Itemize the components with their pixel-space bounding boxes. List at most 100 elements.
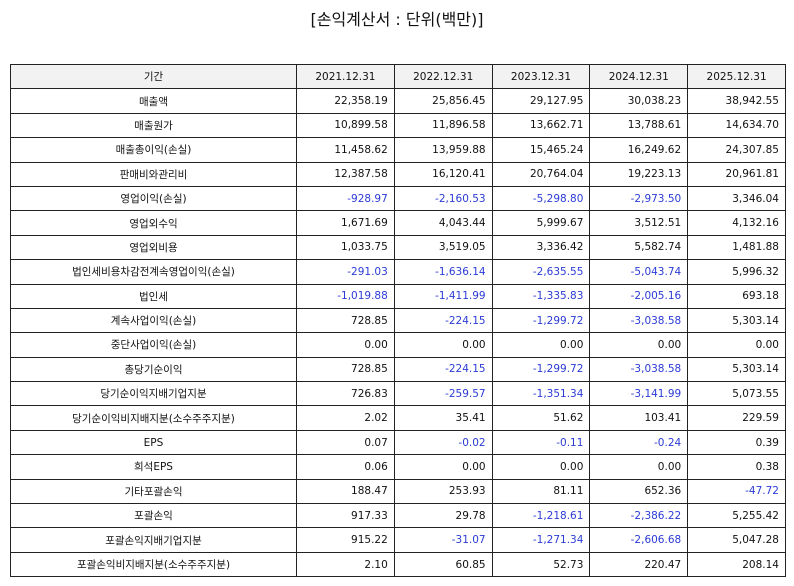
row-label: EPS	[10, 429, 297, 456]
value-cell: 0.38	[687, 454, 786, 480]
value-cell: 103.41	[589, 405, 689, 431]
value-cell: 13,662.71	[491, 112, 591, 139]
value-cell: 60.85	[393, 551, 493, 578]
value-cell: 22,358.19	[296, 88, 395, 114]
value-cell: -1,636.14	[393, 259, 493, 285]
value-cell: 25,856.45	[393, 88, 493, 114]
value-cell: 12,387.58	[296, 161, 395, 187]
row: 법인세비용차감전계속영업이익(손실) -291.03 -1,636.14 -2,635…	[10, 259, 786, 285]
header-cell: 2024.12.31	[589, 63, 689, 90]
value-cell: 20,764.04	[491, 161, 591, 187]
value-cell: 0.07	[296, 429, 395, 456]
row-label: 법인세	[10, 283, 297, 309]
value-cell: 11,896.58	[393, 112, 493, 139]
row-label: 포괄손익	[10, 503, 297, 529]
value-cell: 51.62	[491, 405, 591, 431]
row-label: 매출원가	[10, 112, 297, 139]
row-label: 계속사업이익(손실)	[10, 307, 297, 334]
value-cell: 5,303.14	[687, 356, 786, 383]
row-label: 중단사업이익(손실)	[10, 332, 297, 358]
header-cell: 2025.12.31	[687, 63, 786, 90]
value-cell: 208.14	[687, 551, 786, 578]
row: 계속사업이익(손실) 728.85 -224.15 -1,299.72 -3,038.5…	[10, 307, 786, 334]
value-cell: -2,386.22	[589, 503, 689, 529]
value-cell: 3,512.51	[589, 210, 689, 236]
value-cell: 253.93	[393, 478, 493, 505]
value-cell: 728.85	[296, 356, 395, 383]
value-cell: 229.59	[687, 405, 786, 431]
value-cell: 20,961.81	[687, 161, 786, 187]
value-cell: 35.41	[393, 405, 493, 431]
row-label: 법인세비용차감전계속영업이익(손실)	[10, 259, 297, 285]
value-cell: 29,127.95	[491, 88, 591, 114]
value-cell: 917.33	[296, 503, 395, 529]
header-cell: 2023.12.31	[491, 63, 591, 90]
value-cell: -291.03	[296, 259, 395, 285]
value-cell: -2,606.68	[589, 527, 689, 553]
row-label: 매출총이익(손실)	[10, 137, 297, 163]
value-cell: 0.00	[491, 332, 591, 358]
value-cell: 220.47	[589, 551, 689, 578]
value-cell: 30,038.23	[589, 88, 689, 114]
row: 포괄손익지배기업지분 915.22 -31.07 -1,271.34 -2,606.68…	[10, 527, 786, 553]
row: 매출액 22,358.19 25,856.45 29,127.95 30,038.23 3…	[10, 88, 786, 114]
value-cell: 652.36	[589, 478, 689, 505]
header-cell: 2021.12.31	[296, 63, 395, 90]
value-cell: -1,335.83	[491, 283, 591, 309]
value-cell: 0.00	[393, 454, 493, 480]
row-label: 총당기순이익	[10, 356, 297, 383]
header-row: 기간 2021.12.31 2022.12.31 2023.12.31 2024.12.…	[10, 63, 786, 90]
value-cell: 0.00	[589, 332, 689, 358]
value-cell: -31.07	[393, 527, 493, 553]
value-cell: -5,298.80	[491, 185, 591, 212]
value-cell: -0.24	[589, 429, 689, 456]
header-cell: 기간	[10, 63, 297, 90]
value-cell: 1,481.88	[687, 234, 786, 261]
value-cell: 16,249.62	[589, 137, 689, 163]
row-label: 매출액	[10, 88, 297, 114]
value-cell: -1,271.34	[491, 527, 591, 553]
value-cell: 16,120.41	[393, 161, 493, 187]
value-cell: 0.00	[296, 332, 395, 358]
value-cell: 3,336.42	[491, 234, 591, 261]
row-label: 판매비와관리비	[10, 161, 297, 187]
value-cell: 0.39	[687, 429, 786, 456]
value-cell: 13,959.88	[393, 137, 493, 163]
value-cell: -224.15	[393, 356, 493, 383]
value-cell: 14,634.70	[687, 112, 786, 139]
value-cell: 1,033.75	[296, 234, 395, 261]
value-cell: 1,671.69	[296, 210, 395, 236]
value-cell: 52.73	[491, 551, 591, 578]
value-cell: 10,899.58	[296, 112, 395, 139]
row: EPS 0.07 -0.02 -0.11 -0.24 0.39	[10, 429, 786, 456]
value-cell: 4,132.16	[687, 210, 786, 236]
value-cell: -3,038.58	[589, 356, 689, 383]
value-cell: -3,038.58	[589, 307, 689, 334]
row: 포괄손익 917.33 29.78 -1,218.61 -2,386.22 5,255.4…	[10, 503, 786, 529]
value-cell: 188.47	[296, 478, 395, 505]
row: 기타포괄손익 188.47 253.93 81.11 652.36 -47.72	[10, 478, 786, 505]
row: 영업이익(손실) -928.97 -2,160.53 -5,298.80 -2,973.…	[10, 185, 786, 212]
row: 영업외비용 1,033.75 3,519.05 3,336.42 5,582.74 1,4…	[10, 234, 786, 261]
value-cell: -47.72	[687, 478, 786, 505]
row: 중단사업이익(손실) 0.00 0.00 0.00 0.00 0.00	[10, 332, 786, 358]
value-cell: 2.02	[296, 405, 395, 431]
row-label: 영업외비용	[10, 234, 297, 261]
income-table: 기간 2021.12.31 2022.12.31 2023.12.31 2024.12.…	[10, 63, 786, 578]
value-cell: -1,411.99	[393, 283, 493, 309]
value-cell: 5,582.74	[589, 234, 689, 261]
value-cell: 5,255.42	[687, 503, 786, 529]
row-label: 영업이익(손실)	[10, 185, 297, 212]
value-cell: 13,788.61	[589, 112, 689, 139]
value-cell: 0.00	[589, 454, 689, 480]
value-cell: -2,635.55	[491, 259, 591, 285]
row: 법인세 -1,019.88 -1,411.99 -1,335.83 -2,005.16 6…	[10, 283, 786, 309]
value-cell: 5,047.28	[687, 527, 786, 553]
row-label: 포괄손익비지배지분(소수주주지분)	[10, 551, 297, 578]
value-cell: -1,019.88	[296, 283, 395, 309]
value-cell: -1,299.72	[491, 356, 591, 383]
value-cell: 0.06	[296, 454, 395, 480]
value-cell: 3,519.05	[393, 234, 493, 261]
row-label: 영업외수익	[10, 210, 297, 236]
